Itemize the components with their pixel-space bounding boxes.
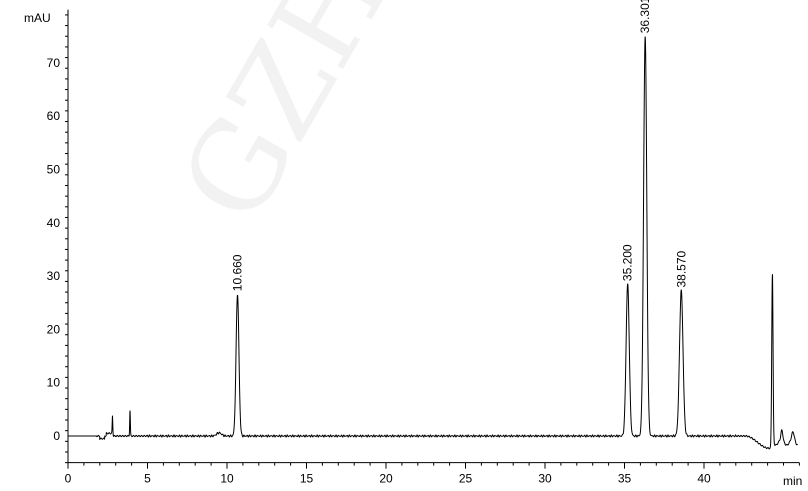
- x-tick-label: 15: [300, 472, 314, 486]
- peak-labels: 10.660 35.200 36.301 38.570: [230, 0, 688, 291]
- peak-label: 35.200: [621, 244, 635, 281]
- chromatogram-trace: [68, 36, 798, 450]
- y-tick-label: 10: [47, 376, 61, 390]
- watermark: GZH: [155, 0, 417, 245]
- y-tick-label: 70: [47, 56, 61, 70]
- peak-label: 36.301: [638, 0, 652, 33]
- y-tick-label: 50: [47, 163, 61, 177]
- y-tick-label: 20: [47, 322, 61, 336]
- x-tick-label: 20: [379, 472, 393, 486]
- x-tick-label: 35: [618, 472, 632, 486]
- peak-label: 38.570: [674, 250, 688, 287]
- x-tick-label: 40: [697, 472, 711, 486]
- x-tick-label: 30: [538, 472, 552, 486]
- axes: [67, 9, 800, 464]
- peak-label: 10.660: [230, 254, 244, 291]
- y-tick-label: 0: [53, 429, 60, 443]
- ticks: 0 10 20 30 40 50 60 70 0 5 10 15 20 25 30 35 40: [47, 14, 800, 486]
- x-tick-label: 10: [220, 472, 234, 486]
- y-tick-label: 40: [47, 216, 61, 230]
- y-tick-label: 30: [47, 269, 61, 283]
- x-tick-label: 0: [65, 472, 72, 486]
- x-axis-label: min: [783, 474, 802, 488]
- x-tick-label: 5: [144, 472, 151, 486]
- y-tick-label: 60: [47, 109, 61, 123]
- x-tick-label: 25: [459, 472, 473, 486]
- y-axis-label: mAU: [24, 11, 51, 25]
